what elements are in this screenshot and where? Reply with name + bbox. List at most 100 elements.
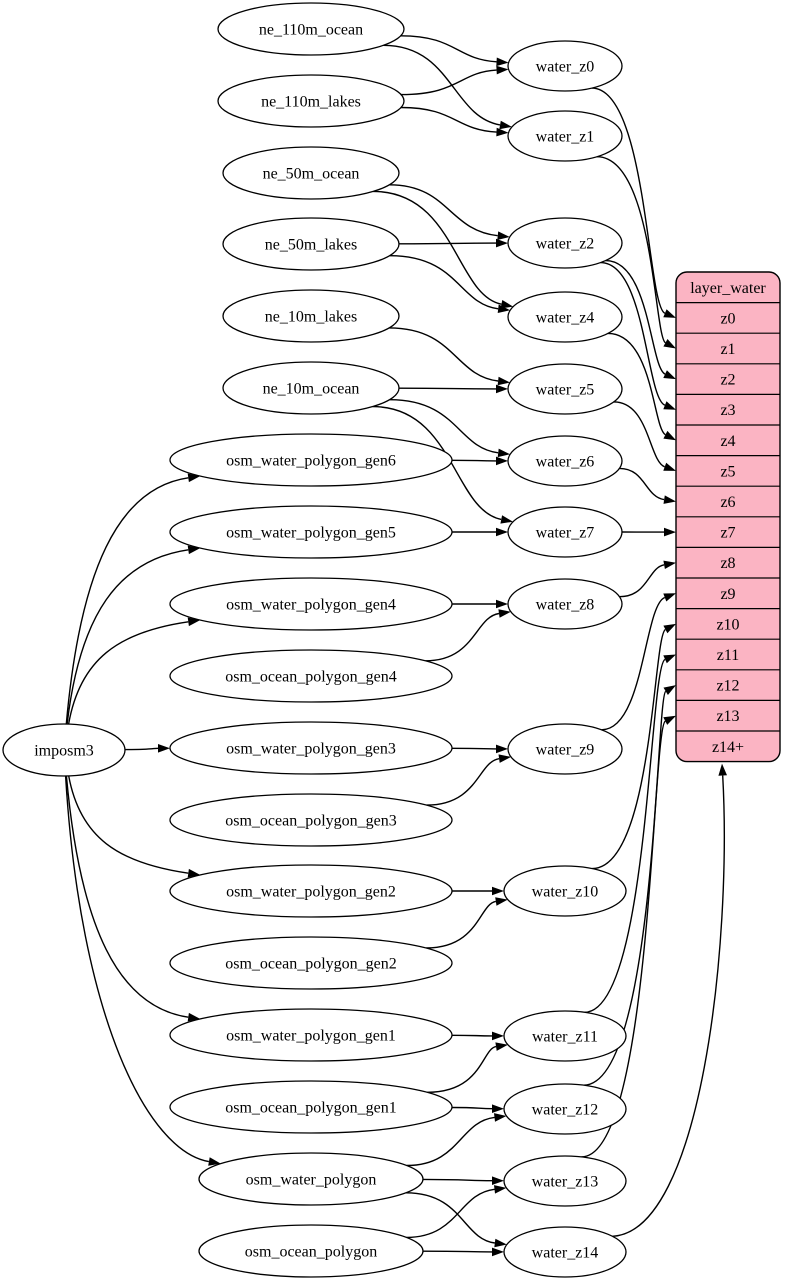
node-ellipse-osm_water_polygon [198,1152,424,1206]
edge-imposm3-to-osm_water_polygon [64,775,221,1166]
edge-line [65,775,189,1018]
edge-osm_water_polygon-to-water_z13 [422,1176,504,1185]
node-ellipse-water_z1 [507,110,623,162]
edge-water_z13-to-layer_water-z13 [581,715,676,1158]
edge-arrowhead-icon [663,430,676,441]
edge-water_z7-to-layer_water-z7 [621,527,676,537]
edge-arrowhead-icon [663,593,676,602]
edge-arrowhead-icon [663,654,676,664]
edge-arrowhead-icon [496,527,508,537]
node-ellipse-ne_10m_ocean [222,361,400,415]
node-label-water_z9: water_z9 [536,742,595,759]
edge-line [124,747,159,751]
edge-line [612,775,725,1237]
node-label-ne_110m_lakes: ne_110m_lakes [261,94,361,111]
edge-line [389,327,499,382]
edge-arrowhead-icon [663,623,676,634]
node-ellipse-osm_ocean_polygon_gen4 [169,649,453,703]
edge-line [406,1188,495,1239]
edge-water_z14-to-layer_water-z14+ [612,763,727,1237]
node-label-osm_water_polygon_gen2: osm_water_polygon_gen2 [226,884,396,901]
node-water_z10: water_z10 [503,865,627,917]
edge-water_z0-to-layer_water-z0 [591,87,676,318]
node-label-osm_ocean_polygon_gen2: osm_ocean_polygon_gen2 [225,956,397,973]
edge-water_z6-to-layer_water-z6 [619,467,676,504]
edge-osm_ocean_polygon-to-water_z13 [406,1185,507,1239]
node-osm_ocean_polygon_gen3: osm_ocean_polygon_gen3 [169,793,453,847]
node-water_z12: water_z12 [503,1083,627,1135]
edge-line [451,1106,493,1110]
layer-water-row-z0: z0 [720,310,735,327]
node-water_z7: water_z7 [507,506,623,558]
edge-line [68,775,189,874]
edge-arrowhead-icon [664,527,676,537]
edge-osm_ocean_polygon-to-water_z14 [422,1247,504,1257]
node-label-water_z8: water_z8 [536,597,595,614]
edge-arrowhead-icon [496,65,509,75]
node-label-osm_water_polygon_gen1: osm_water_polygon_gen1 [226,1028,396,1045]
edge-line [67,621,189,725]
node-osm_ocean_polygon: osm_ocean_polygon [198,1224,424,1278]
edge-arrowhead-icon [497,448,511,458]
node-ellipse-water_z10 [503,865,627,917]
edge-arrowhead-icon [495,897,508,906]
edge-water_z9-to-layer_water-z9 [601,593,676,731]
edge-ne_110m_lakes-to-water_z0 [401,65,509,96]
node-ellipse-water_z11 [503,1010,627,1062]
node-water_z13: water_z13 [503,1155,627,1207]
node-label-ne_110m_ocean: ne_110m_ocean [259,22,363,39]
node-label-osm_ocean_polygon_gen1: osm_ocean_polygon_gen1 [225,1100,397,1117]
node-ellipse-water_z13 [503,1155,627,1207]
edge-arrowhead-icon [663,462,676,471]
layer-water-row-z10: z10 [716,616,739,633]
edge-arrowhead-icon [494,1238,507,1248]
node-label-water_z7: water_z7 [536,525,595,542]
edge-arrowhead-icon [663,339,676,349]
edge-line [619,467,665,501]
node-label-ne_10m_lakes: ne_10m_lakes [265,309,357,326]
layer-water-row-z14+: z14+ [712,739,744,756]
edge-arrowhead-icon [500,300,514,309]
node-label-water_z1: water_z1 [536,129,595,146]
node-label-osm_water_polygon: osm_water_polygon [246,1172,377,1189]
edge-line [389,399,499,454]
node-label-water_z5: water_z5 [536,382,595,399]
edge-line [422,1250,493,1253]
edge-line [581,720,666,1158]
node-ne_10m_ocean: ne_10m_ocean [222,361,400,415]
edge-water_z2-to-layer_water-z2 [605,259,676,380]
edge-arrowhead-icon [663,495,676,504]
edge-water_z2-to-layer_water-z3 [600,261,676,410]
node-ellipse-water_z5 [507,363,623,415]
edge-arrowhead-icon [496,599,508,609]
edge-osm_water_polygon-to-water_z14 [405,1192,507,1248]
edge-line [65,477,189,725]
edge-arrowhead-icon [496,456,508,466]
node-ellipse-osm_ocean_polygon_gen2 [169,936,453,990]
edge-water_z4-to-layer_water-z4 [607,332,676,441]
node-ellipse-osm_water_polygon_gen6 [169,433,453,487]
edge-imposm3-to-osm_water_polygon_gen5 [66,545,201,725]
edge-arrowhead-icon [492,1031,504,1041]
node-ne_50m_ocean: ne_50m_ocean [222,146,400,200]
layer-water-title: layer_water [690,280,766,297]
layer-water-row-z9: z9 [720,586,735,603]
edge-osm_water_polygon_gen3-to-water_z9 [451,744,508,754]
edge-line [401,69,497,96]
edge-line [389,255,499,310]
node-label-water_z12: water_z12 [532,1102,599,1119]
edge-arrowhead-icon [663,309,676,318]
node-ne_110m_ocean: ne_110m_ocean [217,2,405,56]
edge-arrowhead-icon [500,515,513,524]
edge-arrowhead-icon [494,1185,507,1194]
layer-water-row-z1: z1 [720,341,735,358]
edge-arrowhead-icon [496,384,508,394]
edge-line [601,596,666,731]
layer-water-row-z11: z11 [717,647,740,664]
edge-ne_50m_lakes-to-water_z4 [389,255,511,313]
edge-arrowhead-icon [497,376,510,386]
node-osm_ocean_polygon_gen2: osm_ocean_polygon_gen2 [169,936,453,990]
node-label-osm_water_polygon_gen6: osm_water_polygon_gen6 [226,453,396,470]
node-label-osm_ocean_polygon_gen4: osm_ocean_polygon_gen4 [225,669,397,686]
edge-line [389,184,498,237]
